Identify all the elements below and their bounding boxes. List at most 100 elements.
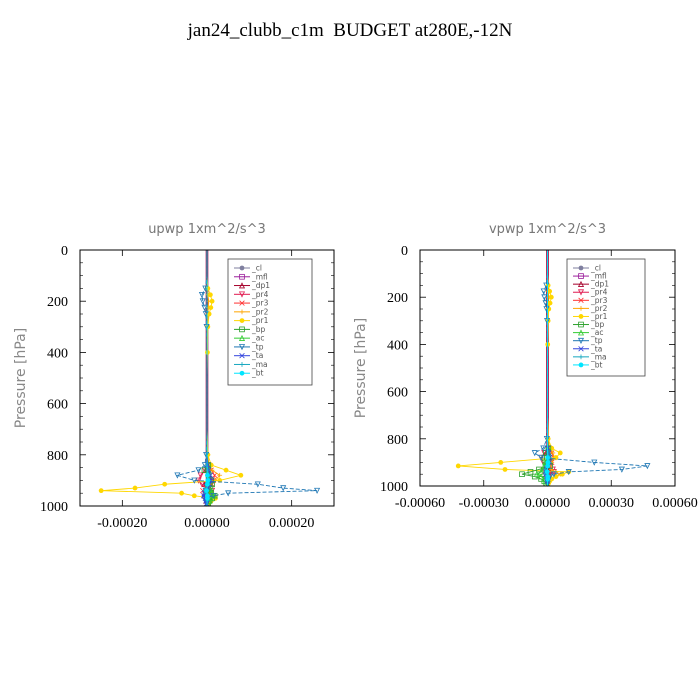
- vpwp-point-tp: [543, 436, 550, 443]
- upwp-legend-label: _bt: [251, 369, 264, 378]
- upwp-point-pr1: [132, 485, 138, 491]
- vpwp-legend-marker: [577, 329, 585, 336]
- vpwp-point-pr1: [498, 460, 504, 465]
- vpwp-point-tp: [591, 459, 598, 466]
- upwp-legend-marker: [239, 326, 245, 333]
- upwp-point-tp: [174, 472, 181, 479]
- upwp-legend-label: _cl: [251, 264, 262, 273]
- vpwp-point-pr2: [550, 450, 556, 456]
- vpwp-point-tp: [565, 469, 572, 476]
- vpwp-ytick-label: 800: [387, 433, 408, 448]
- upwp-legend-marker: [239, 309, 245, 315]
- upwp-legend-marker: [239, 362, 245, 367]
- upwp-title: upwp 1xm^2/s^3: [148, 222, 266, 237]
- upwp-point-pr2: [217, 472, 223, 478]
- upwp-legend-label: _dp1: [251, 281, 270, 290]
- vpwp-xtick-label: 0.00030: [589, 496, 635, 511]
- vpwp-point-tp: [538, 454, 545, 461]
- upwp-legend-marker: [239, 273, 245, 280]
- vpwp-xtick-label: 0.00060: [652, 496, 698, 511]
- vpwp-plot: vpwp 1xm^2/s^3 Pressure [hPa] 0 200 400 600 80…: [353, 222, 698, 511]
- vpwp-point-tp: [541, 294, 548, 301]
- upwp-point-pr1: [207, 292, 213, 298]
- upwp-point-tp: [210, 492, 217, 500]
- vpwp-legend-marker: [578, 354, 584, 360]
- vpwp-legend-label: _pr2: [590, 304, 608, 313]
- vpwp-xtick-label: 0.00000: [525, 496, 571, 511]
- upwp-point-tp: [254, 481, 261, 488]
- vpwp-title: vpwp 1xm^2/s^3: [489, 222, 606, 237]
- upwp-point-tp: [314, 487, 321, 494]
- vpwp-ytick-label: 200: [387, 291, 408, 306]
- vpwp-ytick-label: 400: [387, 338, 408, 353]
- vpwp-xtick-label: -0.00060: [395, 496, 445, 511]
- vpwp-legend: _cl_mfl_dp1_pr4_pr3_pr2_pr1_bp_ac_tp_ta_…: [566, 258, 646, 377]
- vpwp-legend-marker: [578, 305, 584, 311]
- upwp-point-pr2: [209, 467, 215, 473]
- upwp-plot: upwp 1xm^2/s^3 Pressure [hPa] 0 200 400 600 80…: [13, 222, 335, 531]
- upwp-point-tp: [201, 462, 208, 469]
- vpwp-point-pr1: [547, 300, 553, 306]
- vpwp-point-pr1: [557, 450, 563, 456]
- upwp-point-pr1: [223, 467, 229, 473]
- upwp-legend-marker: [238, 344, 246, 351]
- upwp-point-ma: [205, 467, 211, 473]
- upwp-legend-label: _bp: [251, 325, 266, 334]
- vpwp-point-bt: [544, 469, 550, 475]
- vpwp-point-bt: [545, 455, 551, 461]
- upwp-legend-label: _tp: [251, 342, 264, 351]
- vpwp-legend-marker: [577, 337, 585, 344]
- vpwp-legend-marker: [578, 321, 584, 328]
- upwp-point-ta: [200, 493, 207, 499]
- upwp-legend-marker: [239, 370, 245, 376]
- upwp-legend-marker: [238, 282, 246, 289]
- upwp-ytick-label: 0: [61, 244, 68, 259]
- upwp-legend-label: _pr2: [251, 307, 269, 316]
- upwp-point-tp: [280, 485, 287, 492]
- vpwp-point-tp: [542, 300, 549, 307]
- upwp-xtick-label: 0.00000: [184, 516, 230, 531]
- vpwp-point-tp: [618, 466, 625, 473]
- upwp-legend-label: _pr4: [251, 290, 269, 299]
- vpwp-point-pr1: [455, 463, 461, 469]
- upwp-point-pr1: [98, 488, 104, 494]
- vpwp-legend-label: _dp1: [590, 280, 609, 289]
- vpwp-legend-marker: [578, 297, 584, 303]
- upwp-series-pr1: [101, 250, 243, 507]
- vpwp-legend-marker: [577, 289, 585, 296]
- upwp-legend-marker: [238, 334, 246, 341]
- vpwp-point-bp: [519, 471, 525, 477]
- vpwp-legend-label: _ac: [590, 328, 603, 337]
- vpwp-legend-marker: [578, 346, 584, 352]
- upwp-legend-label: _ac: [251, 334, 264, 343]
- vpwp-point-tp: [531, 450, 538, 457]
- upwp-axes-frame: [79, 249, 335, 507]
- upwp-legend: _cl_mfl_dp1_pr4_pr3_pr2_pr1_bp_ac_tp_ta_…: [227, 258, 313, 386]
- upwp-point-tp: [225, 490, 232, 497]
- upwp-point-bt: [205, 481, 210, 487]
- vpwp-legend-label: _bt: [590, 360, 603, 369]
- vpwp-point-tp: [644, 463, 651, 470]
- figure-title: jan24_clubb_c1m BUDGET at280E,-12N: [187, 20, 513, 41]
- upwp-legend-marker: [239, 265, 245, 271]
- vpwp-legend-marker: [578, 273, 584, 279]
- upwp-point-pr1: [162, 481, 168, 487]
- upwp-point-bt: [205, 472, 210, 478]
- vpwp-point-tp: [540, 445, 547, 452]
- vpwp-point-bt: [545, 463, 551, 469]
- vpwp-legend-marker: [578, 314, 584, 319]
- vpwp-legend-label: _cl: [590, 264, 601, 273]
- vpwp-legend-label: _ta: [590, 344, 602, 353]
- upwp-point-ta: [205, 462, 211, 468]
- upwp-legend-label: _pr1: [251, 316, 269, 325]
- upwp-ytick-label: 200: [47, 295, 68, 310]
- upwp-ytick-label: 400: [47, 346, 68, 361]
- vpwp-point-bt: [545, 460, 551, 465]
- upwp-legend-marker: [239, 318, 245, 324]
- vpwp-legend-marker: [578, 265, 584, 271]
- upwp-point-tp: [198, 292, 205, 299]
- upwp-point-pr1: [191, 493, 197, 499]
- vpwp-point-bp: [527, 469, 534, 475]
- upwp-legend-marker: [238, 291, 246, 298]
